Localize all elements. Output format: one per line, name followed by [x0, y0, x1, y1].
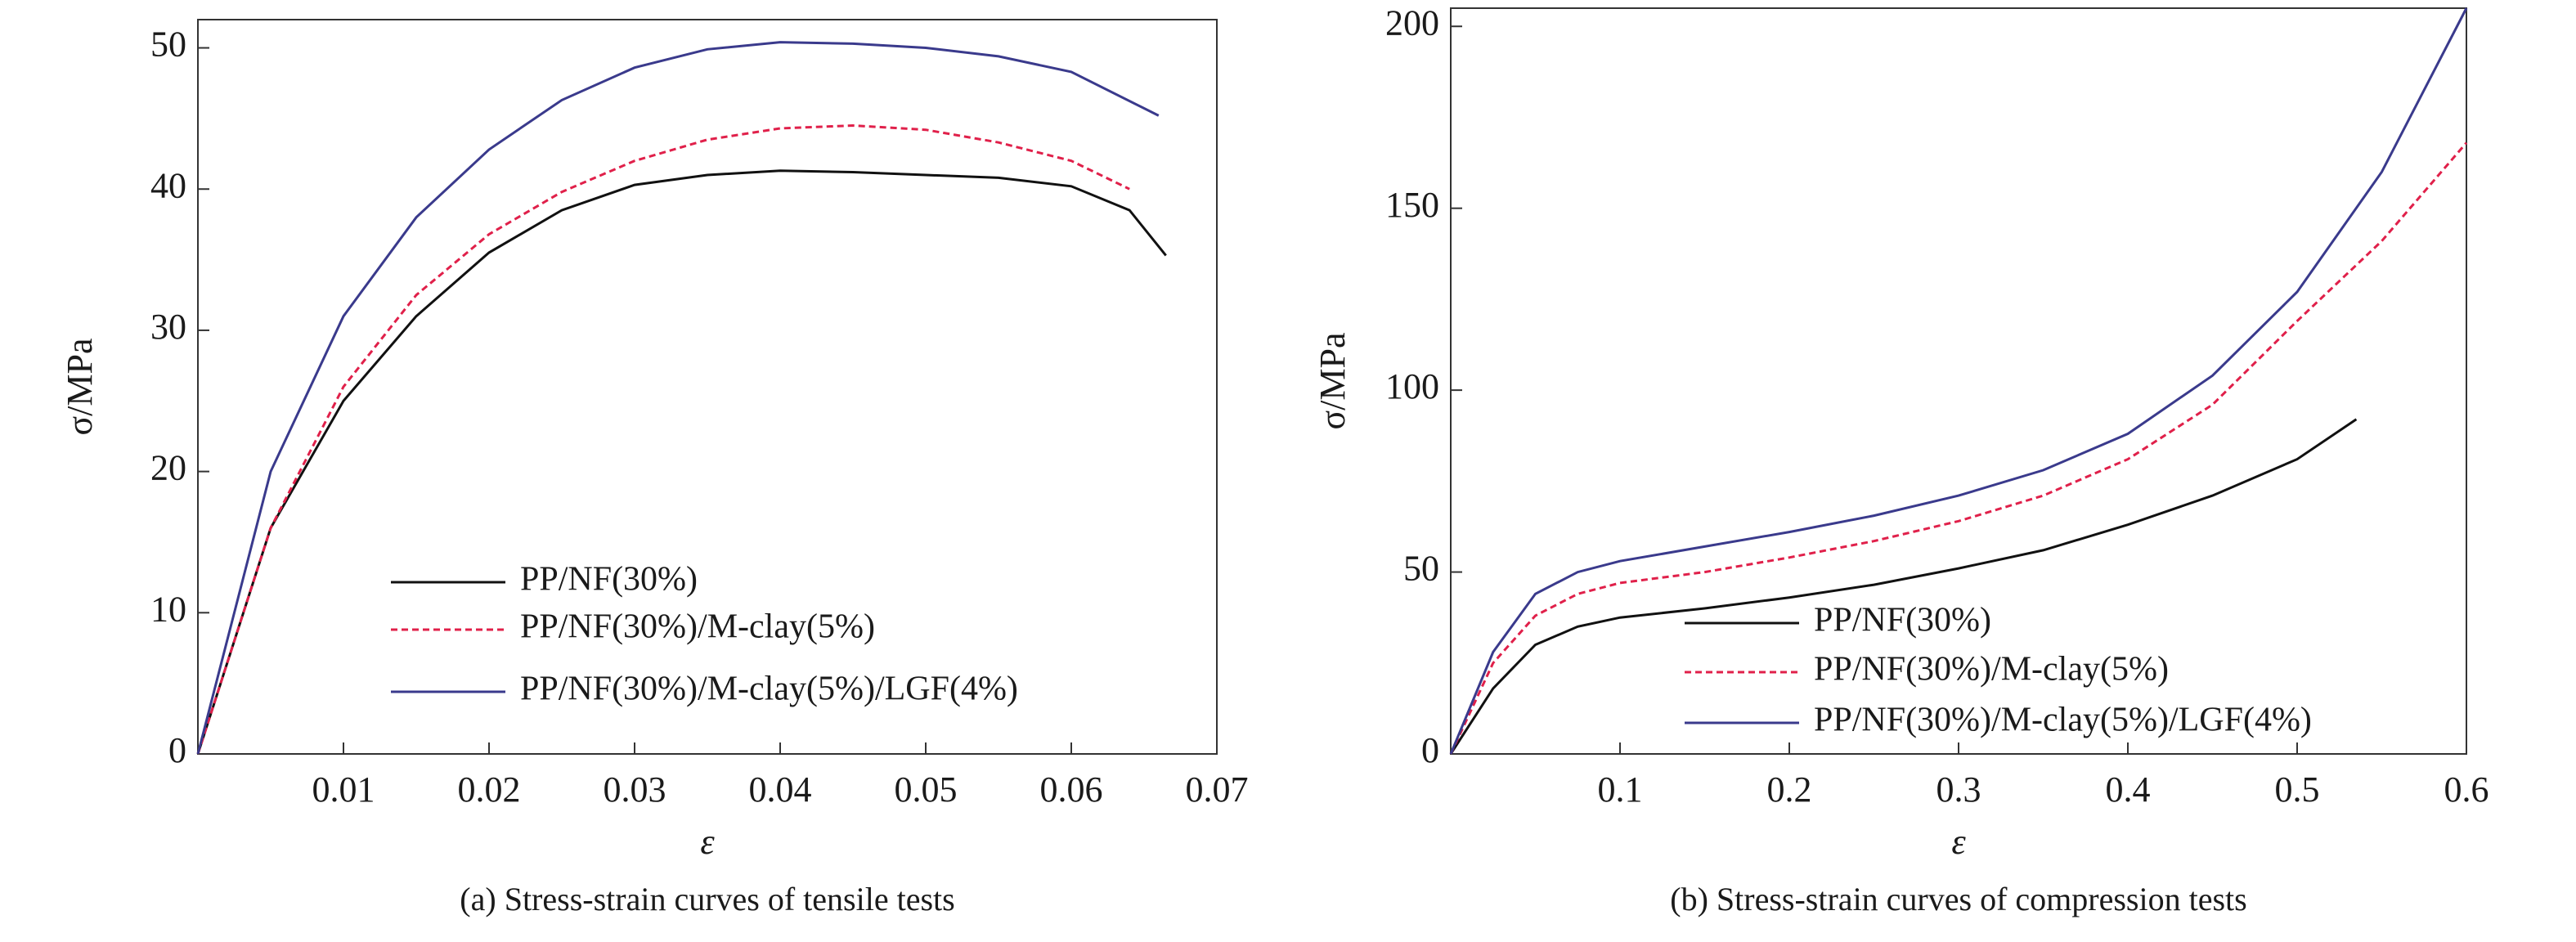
legend-label: PP/NF(30%)/M-clay(5%) — [1814, 651, 2169, 689]
x-tick-label: 0.5 — [2275, 769, 2320, 810]
y-tick-label: 100 — [1385, 366, 1439, 406]
y-tick-label: 10 — [150, 589, 186, 629]
caption: (a) Stress-strain curves of tensile test… — [460, 881, 954, 917]
x-tick-label: 0.02 — [458, 769, 521, 810]
y-tick-label: 20 — [150, 448, 186, 488]
x-tick-label: 0.04 — [749, 769, 812, 810]
y-tick-label: 0 — [168, 730, 186, 770]
y-tick-label: 30 — [150, 307, 186, 347]
data-line — [1449, 7, 2468, 755]
y-tick-label: 200 — [1385, 2, 1439, 43]
data-line — [196, 169, 1167, 755]
data-line — [1449, 141, 2468, 755]
legend-label: PP/NF(30%)/M-clay(5%)/LGF(4%) — [1814, 702, 2312, 739]
plot-frame — [197, 19, 1218, 755]
x-axis-label: ε — [700, 822, 715, 862]
x-tick-label: 0.6 — [2444, 769, 2489, 810]
chart: 0 10 20 30 40 50 0.01 0.02 0.03 0.04 0.05 0.06 0.07 σ… — [60, 19, 1249, 917]
caption: (b) Stress-strain curves of compression … — [1670, 881, 2246, 917]
y-axis-label: σ/MPa — [60, 338, 100, 435]
x-tick-label: 0.06 — [1040, 769, 1103, 810]
data-line — [196, 123, 1130, 755]
data-line — [1449, 418, 2358, 755]
x-tick-label: 0.2 — [1767, 769, 1812, 810]
y-tick-label: 150 — [1385, 185, 1439, 225]
y-tick-label: 0 — [1421, 730, 1439, 770]
x-tick-label: 0.1 — [1598, 769, 1643, 810]
x-tick-label: 0.05 — [895, 769, 958, 810]
plot-frame — [1450, 7, 2467, 755]
y-tick-label: 50 — [1403, 549, 1439, 589]
x-tick-label: 0.01 — [312, 769, 375, 810]
y-tick-label: 40 — [150, 165, 186, 205]
x-axis-label: ε — [1951, 822, 1966, 862]
y-tick-label: 50 — [150, 25, 186, 65]
y-axis-label: σ/MPa — [1313, 332, 1353, 429]
legend-label: PP/NF(30%) — [1814, 602, 1991, 639]
x-tick-label: 0.3 — [1936, 769, 1981, 810]
x-tick-label: 0.07 — [1186, 769, 1249, 810]
legend-label: PP/NF(30%)/M-clay(5%) — [520, 608, 875, 646]
x-tick-label: 0.4 — [2106, 769, 2151, 810]
legend-label: PP/NF(30%)/M-clay(5%)/LGF(4%) — [520, 671, 1018, 708]
x-tick-label: 0.03 — [604, 769, 666, 810]
legend-label: PP/NF(30%) — [520, 561, 698, 599]
chart: 0 50 100 150 200 0.1 0.2 0.3 0.4 0.5 0.6 σ/MPa ε (b) … — [1313, 2, 2488, 917]
data-line — [196, 41, 1160, 755]
